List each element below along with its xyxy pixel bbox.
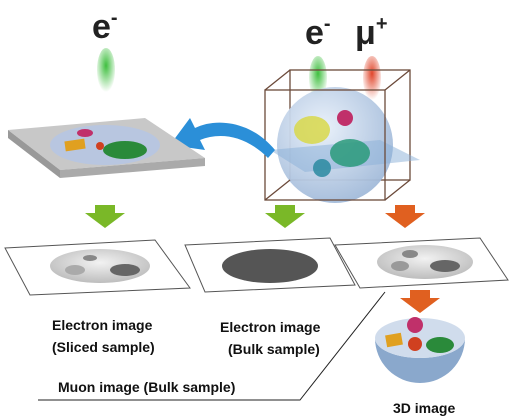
- label: Muon image (Bulk sample): [58, 379, 235, 395]
- arrow: [265, 205, 305, 228]
- beam-label: μ+: [355, 13, 388, 52]
- arrow: [400, 290, 440, 313]
- image-panel: [4, 239, 191, 296]
- image-panel: [334, 237, 509, 289]
- beam-label: e-: [305, 13, 331, 52]
- arrow: [385, 205, 425, 228]
- beam: [97, 48, 115, 92]
- cube: [264, 69, 420, 203]
- label: (Sliced sample): [52, 339, 155, 355]
- label: (Bulk sample): [228, 341, 320, 357]
- label: Electron image: [220, 319, 321, 335]
- three-d-image: [375, 317, 465, 383]
- arrow: [170, 118, 275, 158]
- label: Electron image: [52, 317, 153, 333]
- image-panel: [184, 237, 356, 293]
- beam: [363, 56, 381, 100]
- arrow: [85, 205, 125, 228]
- sliced-sample: [8, 118, 205, 178]
- leader-line: [38, 291, 386, 401]
- label: 3D image: [393, 400, 455, 416]
- beam-label: e-: [92, 7, 118, 46]
